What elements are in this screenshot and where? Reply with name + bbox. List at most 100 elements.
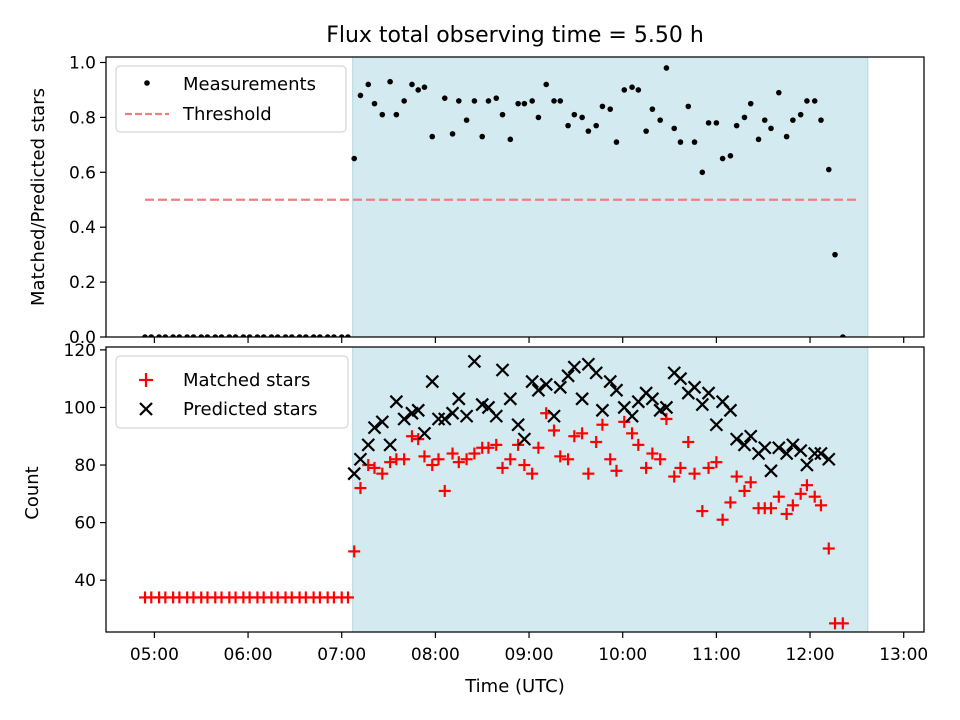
top-panel: 0.0 0.2 0.4 0.6 0.8 1.0 Matched/Predicted sta… xyxy=(28,53,925,348)
predicted-star-point xyxy=(375,415,390,429)
matched-star-point xyxy=(568,430,581,443)
predicted-star-point xyxy=(437,412,452,426)
measurement-point xyxy=(607,106,614,112)
predicted-star-point xyxy=(743,429,758,444)
measurement-point xyxy=(521,100,528,107)
matched-star-point xyxy=(446,447,459,460)
legend-predicted-label: Predicted stars xyxy=(183,399,317,420)
measurement-point xyxy=(268,334,275,337)
x-tick-label: 13:00 xyxy=(879,645,928,665)
x-tick-label: 08:00 xyxy=(411,645,460,665)
measurement-point xyxy=(184,334,190,337)
matched-star-point xyxy=(468,447,481,460)
measurement-point xyxy=(804,98,810,104)
measurement-point xyxy=(198,334,205,337)
predicted-star-point xyxy=(353,452,368,467)
measurement-point xyxy=(387,78,393,85)
measurement-point xyxy=(142,334,148,337)
predicted-star-point xyxy=(517,432,532,446)
measurement-point xyxy=(421,84,428,90)
measurement-point xyxy=(379,111,386,118)
predicted-star-point xyxy=(347,466,361,481)
measurement-point xyxy=(585,128,592,134)
measurement-point xyxy=(507,136,514,143)
predicted-star-point xyxy=(701,386,716,400)
matched-star-point xyxy=(822,542,835,555)
measurement-point xyxy=(296,334,303,337)
bottom-plot-area xyxy=(139,354,849,630)
top-legend: Measurements Threshold xyxy=(115,65,347,133)
predicted-star-point xyxy=(467,354,482,369)
predicted-star-point xyxy=(503,392,518,406)
measurement-point xyxy=(657,117,663,123)
measurement-point xyxy=(170,334,176,337)
measurement-point xyxy=(351,155,358,162)
predicted-star-point xyxy=(525,374,539,389)
measurement-point xyxy=(449,131,456,137)
matched-star-point xyxy=(660,412,673,425)
figure-title: Flux total observing time = 5.50 h xyxy=(326,23,704,48)
predicted-star-point xyxy=(807,446,822,461)
measurement-point xyxy=(310,334,317,337)
measurement-point xyxy=(832,251,838,258)
measurement-point xyxy=(747,100,754,107)
measurement-point xyxy=(613,139,620,145)
measurement-point xyxy=(543,81,550,88)
predicted-star-point xyxy=(737,438,752,452)
measurement-point xyxy=(254,334,261,337)
measurement-point xyxy=(755,136,762,143)
measurement-point xyxy=(699,169,706,176)
matched-star-point xyxy=(744,476,757,489)
measurement-point xyxy=(485,98,492,104)
measurement-point xyxy=(212,334,219,337)
measurement-point xyxy=(331,334,337,337)
matched-star-point xyxy=(596,418,609,431)
measurement-point xyxy=(677,139,684,145)
matched-star-point xyxy=(780,507,793,520)
predicted-star-point xyxy=(361,438,376,452)
matched-star-point xyxy=(626,427,639,440)
legend-threshold-label: Threshold xyxy=(182,104,272,125)
measurement-point xyxy=(811,98,818,104)
measurement-point xyxy=(303,334,309,337)
legend-measurements-marker xyxy=(144,80,150,86)
matched-star-point xyxy=(632,438,645,451)
measurement-point xyxy=(713,120,720,126)
measurement-point xyxy=(338,334,345,337)
y-tick-label: 0.0 xyxy=(69,328,96,348)
measurement-point xyxy=(727,153,734,159)
predicted-star-point xyxy=(687,380,702,395)
measurement-point xyxy=(204,334,211,337)
matched-star-point xyxy=(674,461,687,474)
x-axis-label: Time (UTC) xyxy=(464,676,565,697)
measurement-point xyxy=(719,155,726,162)
x-tick-label: 12:00 xyxy=(786,645,835,665)
matched-star-point xyxy=(482,441,495,454)
top-axes-frame xyxy=(105,56,925,338)
measurement-point xyxy=(226,334,233,337)
measurement-point xyxy=(282,334,289,337)
measurement-point xyxy=(840,334,846,337)
matched-star-point xyxy=(576,427,589,440)
top-observing-window xyxy=(352,56,869,338)
measurement-point xyxy=(691,139,698,145)
predicted-star-point xyxy=(695,397,710,412)
measurement-point xyxy=(579,114,585,121)
measurement-point xyxy=(535,114,542,121)
measurement-point xyxy=(671,125,678,132)
predicted-star-point xyxy=(793,443,808,458)
measurement-point xyxy=(643,128,649,134)
measurement-point xyxy=(825,166,832,173)
measurement-point xyxy=(371,100,378,107)
matched-star-point xyxy=(426,459,439,472)
predicted-star-point xyxy=(800,458,814,472)
legend-matched-label: Matched stars xyxy=(183,370,310,391)
predicted-star-point xyxy=(659,400,674,415)
measurement-point xyxy=(733,122,740,129)
measurement-point xyxy=(240,334,247,337)
matched-star-point xyxy=(438,484,451,497)
matched-star-point xyxy=(376,467,389,480)
predicted-star-point xyxy=(445,406,460,420)
matched-star-point xyxy=(504,453,517,466)
matched-star-point xyxy=(362,459,375,472)
